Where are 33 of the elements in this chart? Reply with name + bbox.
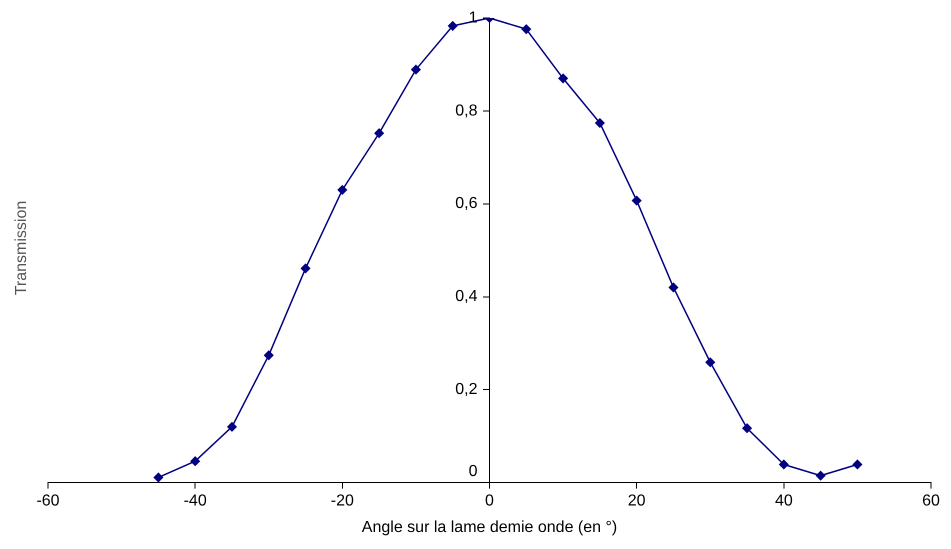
point [154, 472, 164, 482]
point [668, 282, 678, 292]
point [300, 264, 310, 274]
point [227, 422, 237, 432]
x-tick-label: 60 [922, 492, 940, 510]
point [411, 64, 421, 74]
point [742, 423, 752, 433]
point [338, 185, 348, 195]
x-axis-title: Angle sur la lame demie onde (en °) [362, 518, 618, 536]
point [190, 456, 200, 466]
x-tick-label: 20 [628, 492, 646, 510]
y-tick-label: 0 [468, 463, 478, 480]
point [706, 358, 715, 368]
y-tick-label: 0,4 [455, 288, 478, 306]
x-tick-label: 0 [485, 492, 494, 510]
point [816, 470, 826, 480]
point [595, 118, 605, 128]
x-tick-label: -40 [184, 492, 207, 510]
y-tick-label: 0,2 [455, 381, 478, 398]
point [852, 460, 862, 470]
x-tick-label: -60 [36, 492, 60, 510]
point [448, 21, 458, 31]
x-tick-label: 40 [774, 492, 793, 510]
point [779, 460, 789, 470]
y-tick-label: 0,8 [455, 102, 478, 120]
point [632, 196, 642, 206]
y-tick-label: 0,6 [455, 195, 478, 212]
x-tick-label: -20 [330, 492, 354, 510]
point [374, 128, 384, 138]
point [264, 350, 274, 360]
point [522, 24, 532, 34]
point [558, 74, 568, 84]
y-axis-title: Transmission [13, 200, 31, 296]
